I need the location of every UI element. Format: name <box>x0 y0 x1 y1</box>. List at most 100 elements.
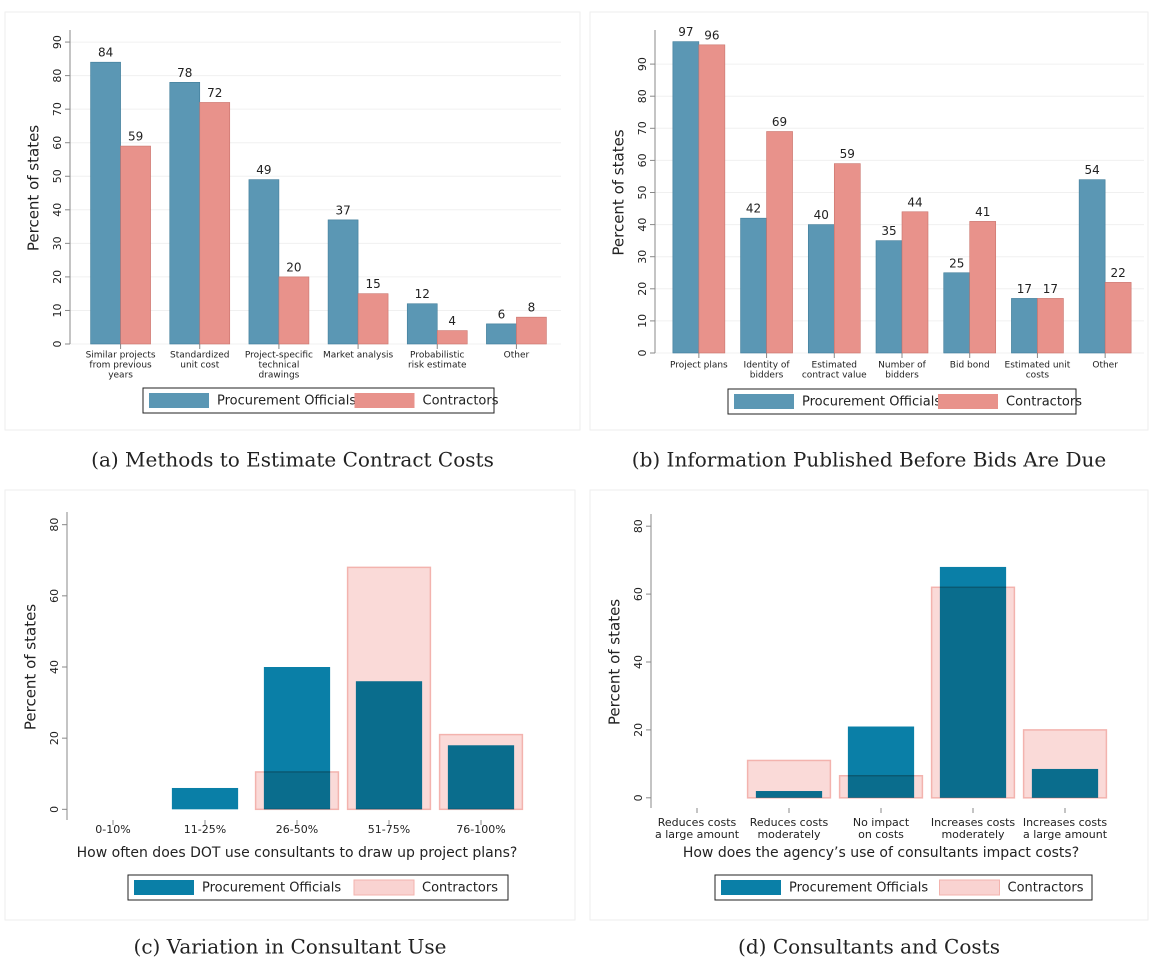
y-tick-label: 70 <box>636 121 649 135</box>
y-tick-label: 60 <box>636 153 649 167</box>
x-tick-label: technical <box>258 361 299 371</box>
caption: (a) Methods to Estimate Contract Costs <box>91 448 494 472</box>
x-tick-label: Increases costs <box>931 816 1016 829</box>
y-tick-label: 20 <box>632 723 645 737</box>
x-tick-label: No impact <box>853 816 910 829</box>
y-tick-label: 60 <box>48 589 61 603</box>
bar <box>90 61 121 345</box>
x-tick-label: unit cost <box>180 361 219 371</box>
bar <box>438 733 524 811</box>
value-label: 44 <box>907 195 922 209</box>
bar <box>486 323 517 345</box>
bar <box>833 163 861 354</box>
y-tick-label: 70 <box>51 102 64 116</box>
value-label: 72 <box>207 86 222 100</box>
x-tick-label: 51-75% <box>368 823 410 836</box>
y-tick-label: 0 <box>48 806 61 813</box>
bar <box>1037 298 1064 354</box>
x-tick-label: bidders <box>750 371 784 381</box>
x-tick-label: 0-10% <box>95 823 130 836</box>
chart-panel: 0 20 40 60 80 Percent of states How does the a… <box>589 489 1149 959</box>
y-tick-label: 80 <box>632 519 645 533</box>
value-label: 37 <box>335 203 350 217</box>
x-tick-label: risk estimate <box>408 361 467 371</box>
bar <box>171 787 239 810</box>
y-tick-label: 80 <box>51 69 64 83</box>
y-tick-label: 20 <box>636 282 649 296</box>
x-tick-label: a large amount <box>655 828 740 841</box>
value-label: 40 <box>814 208 829 222</box>
value-label: 35 <box>881 224 896 238</box>
x-tick-label: Identity of <box>744 361 791 371</box>
y-tick-label: 80 <box>636 89 649 103</box>
x-tick-label: 11-25% <box>184 823 226 836</box>
panel-frame <box>4 489 576 921</box>
y-axis-label: Percent of states <box>22 604 40 730</box>
bar <box>346 566 432 811</box>
bar <box>436 330 468 345</box>
bar <box>1011 298 1038 354</box>
x-tick-label: years <box>108 371 133 381</box>
x-tick-label: costs <box>1026 371 1050 381</box>
legend-swatch <box>149 393 209 408</box>
bar <box>740 217 767 354</box>
y-tick-label: 90 <box>636 57 649 71</box>
y-axis-label: Percent of states <box>606 599 624 725</box>
chart-panel: 0 10 20 30 40 50 60 70 80 90 Percent of states Proj… <box>589 11 1149 472</box>
bar <box>169 82 201 345</box>
value-label: 96 <box>704 28 719 42</box>
y-tick-label: 80 <box>48 518 61 532</box>
value-label: 17 <box>1017 282 1032 296</box>
y-tick-label: 0 <box>632 794 645 801</box>
legend-swatch <box>353 879 415 896</box>
legend-label: Procurement Officials <box>202 881 341 896</box>
x-tick-label: contract value <box>802 371 867 381</box>
x-tick-label: Reduces costs <box>658 816 737 829</box>
legend-swatch <box>938 394 998 409</box>
y-tick-label: 50 <box>51 169 64 183</box>
legend-swatch <box>354 393 415 408</box>
y-tick-label: 10 <box>636 314 649 328</box>
bar <box>698 44 726 354</box>
chart-panel: 0 20 40 60 80 Percent of states How often does… <box>4 489 576 959</box>
y-tick-label: 30 <box>636 250 649 264</box>
x-tick-label: Similar projects <box>86 351 156 361</box>
bar <box>357 293 389 345</box>
legend-label: Procurement Officials <box>789 881 928 896</box>
y-tick-label: 60 <box>51 136 64 150</box>
x-tick-label: Increases costs <box>1023 816 1108 829</box>
value-label: 42 <box>746 202 761 216</box>
value-label: 22 <box>1111 266 1126 280</box>
panel-frame <box>589 11 1149 431</box>
x-tick-label: Probabilistic <box>410 351 464 361</box>
value-label: 41 <box>975 205 990 219</box>
x-tick-label: moderately <box>941 828 1005 841</box>
value-label: 4 <box>448 314 456 328</box>
bar <box>327 219 359 345</box>
bar <box>838 774 924 799</box>
bar <box>746 759 832 799</box>
x-tick-label: 76-100% <box>456 823 505 836</box>
x-tick-label: drawings <box>258 371 299 381</box>
legend-label: Contractors <box>423 394 499 409</box>
bar <box>120 145 151 345</box>
x-tick-label: 26-50% <box>276 823 318 836</box>
value-label: 12 <box>415 287 430 301</box>
y-axis-label: Percent of states <box>25 125 43 251</box>
value-label: 6 <box>498 307 506 321</box>
value-label: 54 <box>1085 163 1100 177</box>
value-label: 84 <box>98 46 113 60</box>
x-tick-label: on costs <box>858 828 904 841</box>
caption: (c) Variation in Consultant Use <box>134 935 447 959</box>
panel-frame <box>4 11 581 431</box>
bar <box>278 276 310 345</box>
x-tick-label: moderately <box>757 828 821 841</box>
bar <box>807 224 835 354</box>
value-label: 97 <box>678 25 693 39</box>
bar <box>254 771 340 811</box>
value-label: 69 <box>772 115 787 129</box>
y-tick-label: 20 <box>51 270 64 284</box>
value-label: 25 <box>949 256 964 270</box>
x-tick-label: from previous <box>89 361 152 371</box>
